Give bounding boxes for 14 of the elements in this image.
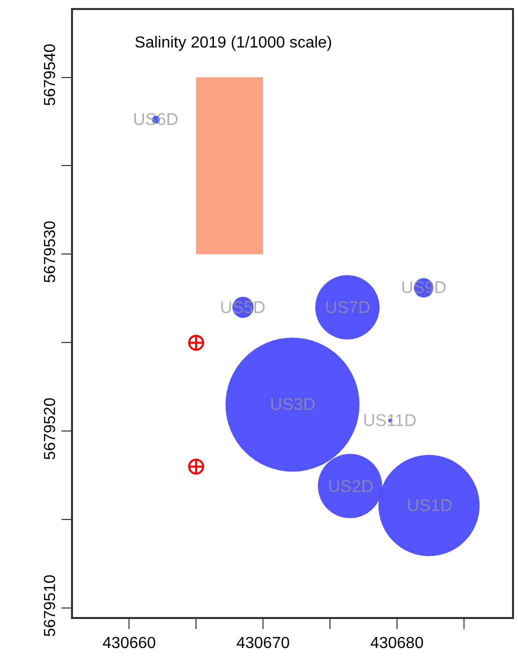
y-tick-label: 5679540	[42, 44, 59, 106]
text: Salinity 2019 (1/1000 scale)	[134, 34, 332, 52]
y-tick-label: 5679530	[42, 220, 59, 283]
annotation: US6D	[133, 110, 178, 129]
annotation: US1D	[407, 496, 452, 515]
annotation: US7D	[325, 298, 370, 317]
x-tick-label: 430660	[102, 634, 156, 652]
x-tick-label: 430670	[236, 634, 290, 652]
annotation: US2D	[328, 477, 374, 496]
y-tick-label: 5679510	[42, 574, 59, 637]
y-tick-label: 5679520	[42, 398, 59, 460]
x-tick-label: 430680	[370, 634, 424, 652]
annotation: US11D	[363, 411, 417, 430]
annotation: US3D	[270, 395, 316, 414]
